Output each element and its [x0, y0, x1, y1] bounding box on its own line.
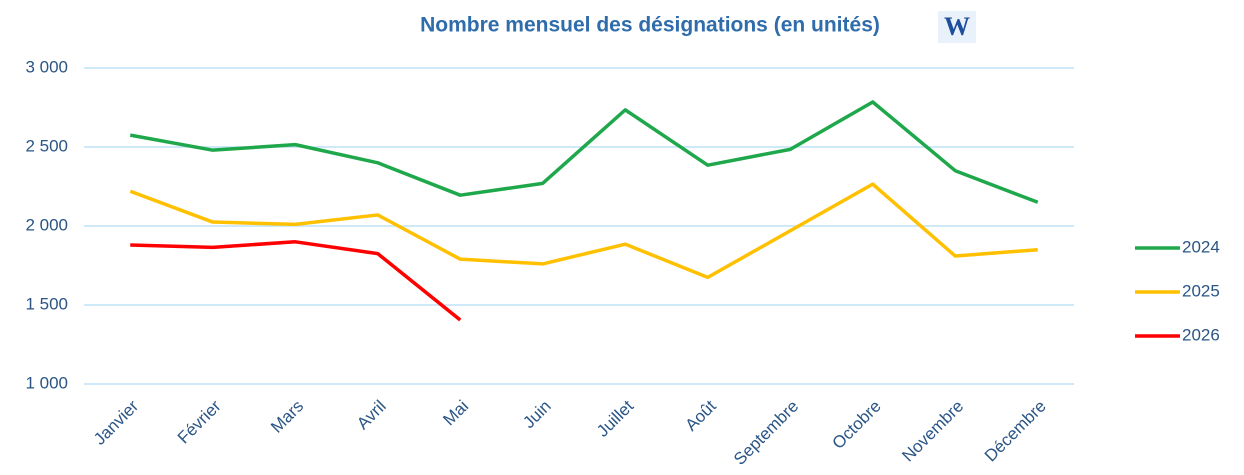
x-tick-label: Janvier: [90, 396, 142, 448]
legend-label: 2025: [1182, 281, 1220, 300]
x-tick-label: Mai: [439, 397, 472, 430]
chart-title: Nombre mensuel des désignations (en unit…: [420, 14, 880, 37]
y-tick-label: 1 500: [25, 294, 68, 313]
x-tick-label: Avril: [353, 397, 390, 434]
x-tick-label: Décembre: [981, 397, 1050, 466]
y-tick-label: 1 000: [25, 373, 68, 392]
series-line: [129, 182, 1038, 280]
x-tick-label: Mars: [267, 397, 307, 437]
series-line: [129, 100, 1039, 204]
x-tick-label: Septembre: [730, 397, 802, 469]
logo-bg: [938, 11, 976, 43]
x-tick-label: Novembre: [898, 397, 967, 466]
x-tick-label: Juin: [519, 397, 554, 432]
series-line: [130, 240, 462, 322]
logo: W: [944, 12, 970, 41]
x-tick-label: Juillet: [593, 396, 637, 440]
y-tick-label: 3 000: [25, 57, 68, 76]
x-tick-label: Février: [174, 396, 225, 447]
legend-label: 2024: [1182, 237, 1220, 256]
x-tick-label: Octobre: [829, 397, 885, 453]
y-tick-label: 2 000: [25, 215, 68, 234]
legend-label: 2026: [1182, 325, 1220, 344]
x-tick-label: Août: [682, 396, 720, 434]
y-tick-label: 2 500: [25, 136, 68, 155]
